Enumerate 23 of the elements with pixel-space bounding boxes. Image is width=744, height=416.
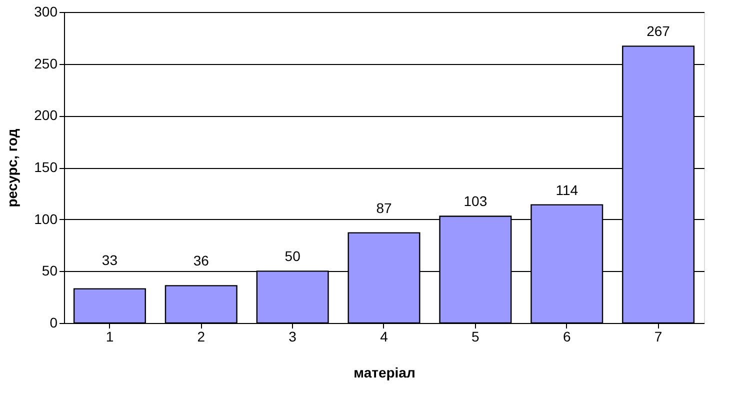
x-tick-label: 7: [654, 328, 662, 344]
y-tick-label: 250: [34, 55, 58, 72]
data-label: 36: [193, 252, 210, 269]
y-tick-label: 50: [42, 262, 58, 279]
y-tick-label: 150: [34, 159, 58, 175]
x-tick-label: 2: [197, 328, 206, 344]
y-tick-label: 0: [50, 314, 58, 330]
y-axis-title: ресурс, год: [4, 128, 20, 208]
y-tick-label: 200: [34, 107, 58, 124]
x-tick-label: 5: [472, 328, 480, 344]
data-label: 87: [376, 200, 392, 216]
data-label: 103: [464, 193, 488, 210]
data-label: 114: [556, 182, 578, 198]
data-label: 33: [102, 252, 118, 268]
x-tick-label: 1: [106, 328, 114, 344]
x-axis-title: матеріал: [354, 364, 416, 380]
x-tick-label: 4: [380, 328, 388, 344]
data-label: 50: [284, 248, 301, 264]
y-tick-label: 100: [34, 210, 58, 227]
x-tick-label: 3: [288, 328, 297, 344]
x-tick-label: 6: [562, 328, 571, 344]
data-label: 267: [646, 23, 670, 40]
y-tick-label: 300: [34, 4, 58, 20]
